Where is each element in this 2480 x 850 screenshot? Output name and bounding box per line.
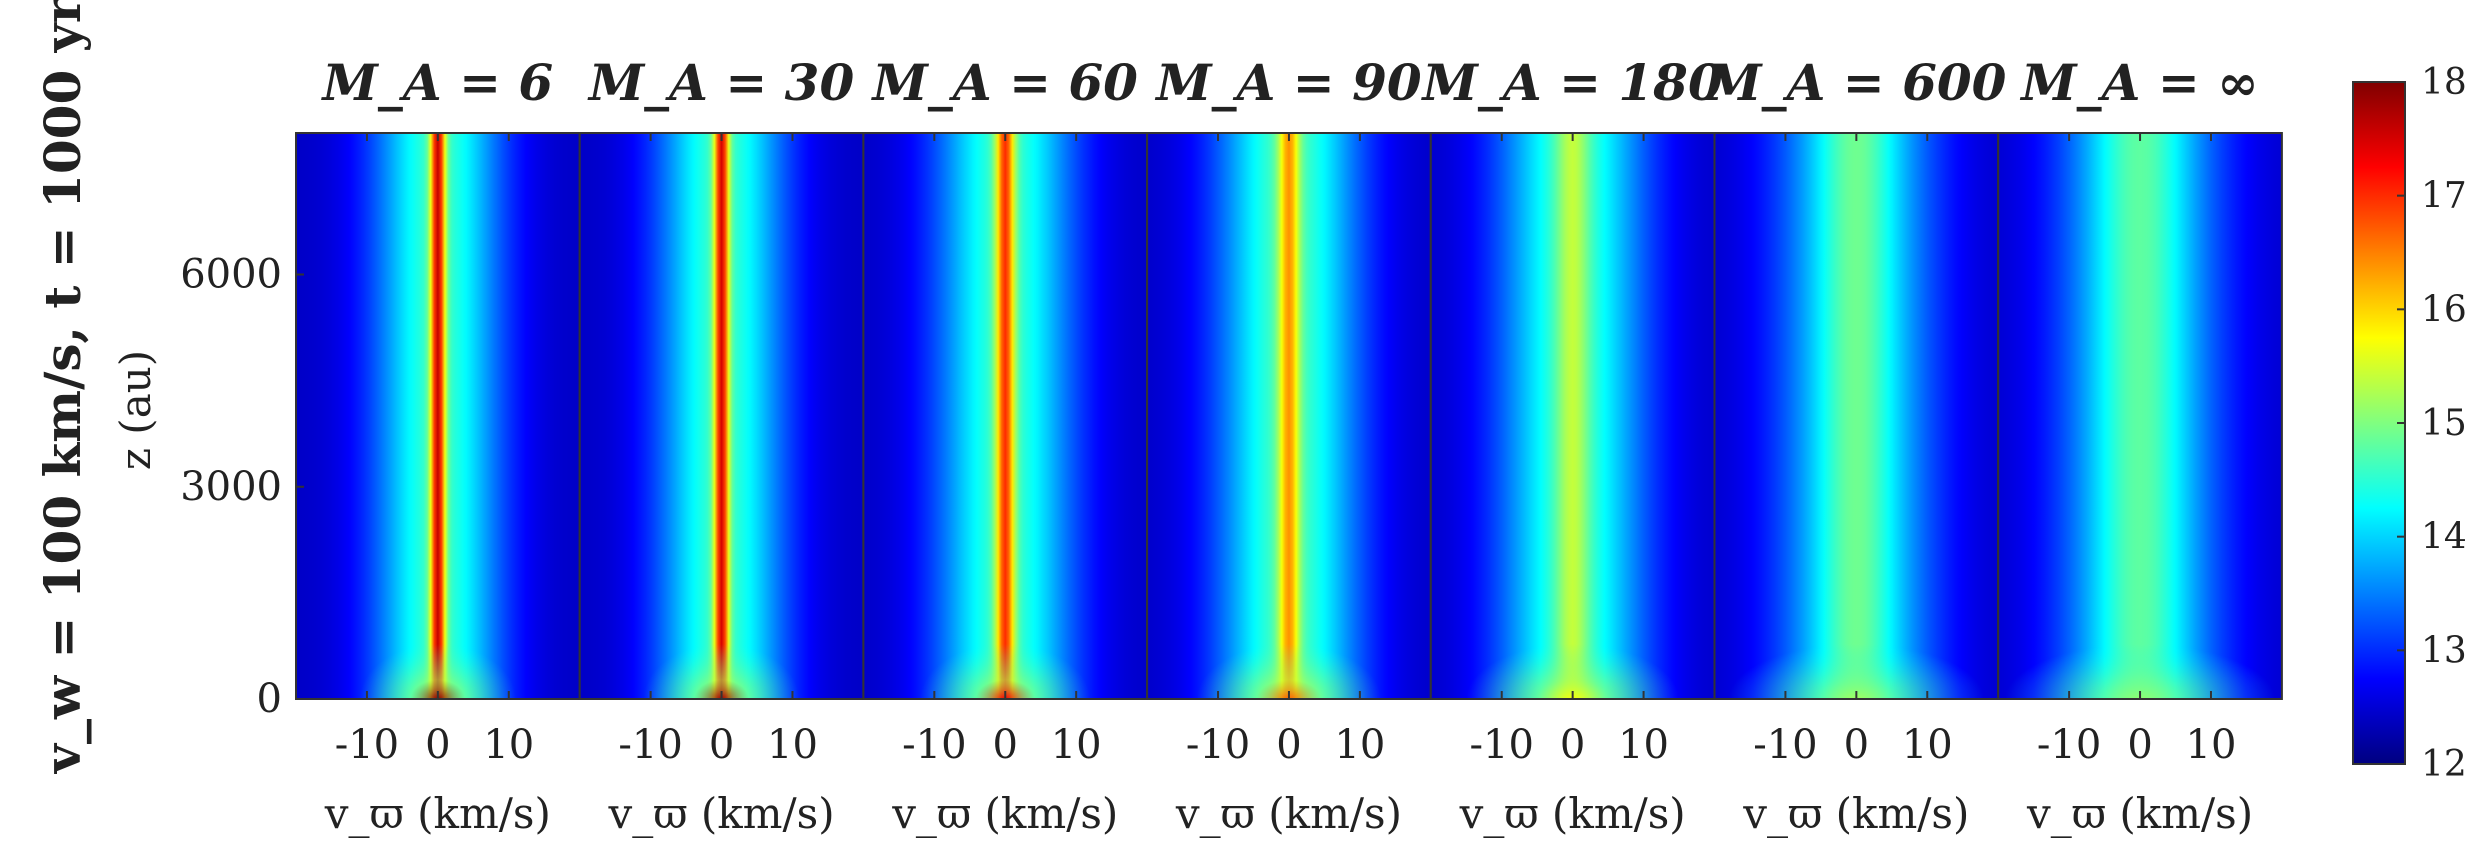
colorbar-tick-label: 16 <box>2421 289 2467 330</box>
x-axis-label: v_ϖ (km/s) <box>1175 789 1402 838</box>
x-tick-label: 0 <box>2127 722 2152 768</box>
x-axis-label: v_ϖ (km/s) <box>608 789 835 838</box>
panel-3: M_A = 60 -10 0 10 v_ϖ (km/s) <box>862 53 1149 838</box>
y-tick-label: 0 <box>257 676 282 722</box>
panel-title: M_A = ∞ <box>2019 53 2259 112</box>
colorbar-tick-label: 14 <box>2421 517 2467 558</box>
panel-title: M_A = 90 <box>1154 53 1422 112</box>
panel-title: M_A = 30 <box>587 53 855 112</box>
colorbar-scale <box>2352 81 2406 765</box>
x-tick-label: 0 <box>709 722 734 768</box>
y-axis-ticks: 0 3000 6000 <box>180 252 304 722</box>
base-flare <box>920 589 1091 699</box>
x-tick-label: -10 <box>618 722 682 768</box>
colorbar-tick-label: 12 <box>2421 744 2467 785</box>
x-tick-label: -10 <box>2037 722 2101 768</box>
x-tick-label: 0 <box>1560 722 1585 768</box>
x-tick-label: -10 <box>1186 722 1250 768</box>
x-tick-label: 10 <box>1334 722 1385 768</box>
panel-title: M_A = 60 <box>871 53 1139 112</box>
x-tick-label: 10 <box>767 722 818 768</box>
base-flare <box>1196 589 1382 699</box>
base-flare <box>1728 589 1985 699</box>
colorbar: 12 13 14 15 16 17 18 <box>2352 62 2467 785</box>
x-tick-label: 0 <box>993 722 1018 768</box>
x-tick-label: 10 <box>483 722 534 768</box>
panel-7: M_A = ∞ -10 0 10 v_ϖ (km/s) <box>1997 53 2283 838</box>
base-flare <box>643 589 800 699</box>
panel-title: M_A = 600 <box>1704 53 2006 112</box>
colorbar-tick-label: 18 <box>2421 62 2467 103</box>
colorbar-tick-label: 13 <box>2421 630 2467 671</box>
x-axis-label: v_ϖ (km/s) <box>2026 789 2253 838</box>
y-tick-label: 3000 <box>180 464 282 510</box>
x-tick-label: 0 <box>425 722 450 768</box>
base-flare <box>359 589 516 699</box>
panel-title: M_A = 6 <box>321 53 554 112</box>
panel-4: M_A = 90 -10 0 10 v_ϖ (km/s) <box>1146 53 1432 838</box>
x-tick-label: 10 <box>2186 722 2237 768</box>
x-axis-label: v_ϖ (km/s) <box>1459 789 1686 838</box>
panel-title: M_A = 180 <box>1421 53 1723 112</box>
x-tick-label: 0 <box>1276 722 1301 768</box>
x-tick-label: 10 <box>1051 722 1102 768</box>
panels-group: M_A = 6 -10 0 10 v_ϖ (km/s) M_A = 30 -10 0 10 v_ϖ… <box>295 53 2283 838</box>
x-tick-label: -10 <box>1470 722 1534 768</box>
x-tick-label: 0 <box>1844 722 1869 768</box>
y-tick-label: 6000 <box>180 252 282 298</box>
panel-6: M_A = 600 -10 0 10 v_ϖ (km/s) <box>1704 53 2006 838</box>
panel-1: M_A = 6 -10 0 10 v_ϖ (km/s) <box>295 53 581 838</box>
y-axis-label: z (au) <box>111 350 160 470</box>
colorbar-tick-label: 17 <box>2421 176 2467 217</box>
x-axis-label: v_ϖ (km/s) <box>324 789 551 838</box>
x-tick-label: -10 <box>902 722 966 768</box>
x-tick-label: 10 <box>1902 722 1953 768</box>
x-axis-label: v_ϖ (km/s) <box>1742 789 1969 838</box>
base-flare <box>1466 589 1680 699</box>
x-axis-label: v_ϖ (km/s) <box>891 789 1118 838</box>
x-tick-label: -10 <box>1753 722 1817 768</box>
panel-2: M_A = 30 -10 0 10 v_ϖ (km/s) <box>578 53 865 838</box>
x-tick-label: 10 <box>1618 722 1669 768</box>
panel-5: M_A = 180 -10 0 10 v_ϖ (km/s) <box>1421 53 1723 838</box>
x-tick-label: -10 <box>335 722 399 768</box>
colorbar-tick-label: 15 <box>2421 403 2467 444</box>
row-label: v_w = 100 km/s, t = 1000 yr <box>33 0 92 774</box>
base-flare <box>2005 589 2275 699</box>
